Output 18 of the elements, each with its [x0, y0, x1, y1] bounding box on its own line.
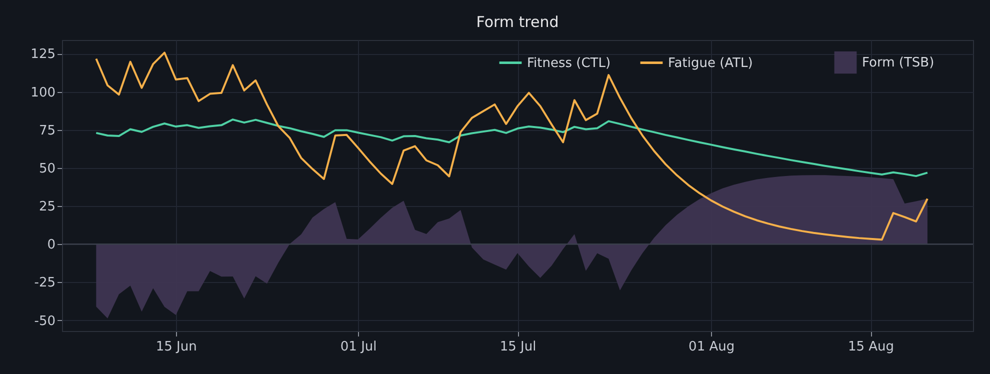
x-tick-label: 01 Aug	[688, 340, 735, 354]
legend-label: Form (TSB)	[862, 56, 934, 70]
y-tick-label: 0	[47, 238, 56, 253]
x-tick-label: 15 Aug	[848, 340, 894, 354]
legend-label: Fitness (CTL)	[527, 56, 611, 71]
y-tick-label: -25	[34, 276, 56, 291]
y-tick-label: 125	[30, 47, 56, 62]
y-tick-label: 25	[38, 200, 56, 215]
legend-label: Fatigue (ATL)	[668, 56, 753, 71]
x-tick-label: 01 Jul	[340, 340, 377, 354]
y-tick-label: -50	[34, 314, 56, 329]
y-tick-label: 50	[38, 161, 56, 176]
chart-title: Form trend	[476, 13, 559, 31]
y-tick-label: 75	[38, 123, 56, 138]
line-series	[95, 118, 928, 178]
x-tick-label: 15 Jun	[156, 340, 197, 354]
y-tick-label: 100	[30, 85, 56, 100]
x-tick-label: 15 Jul	[500, 340, 536, 354]
